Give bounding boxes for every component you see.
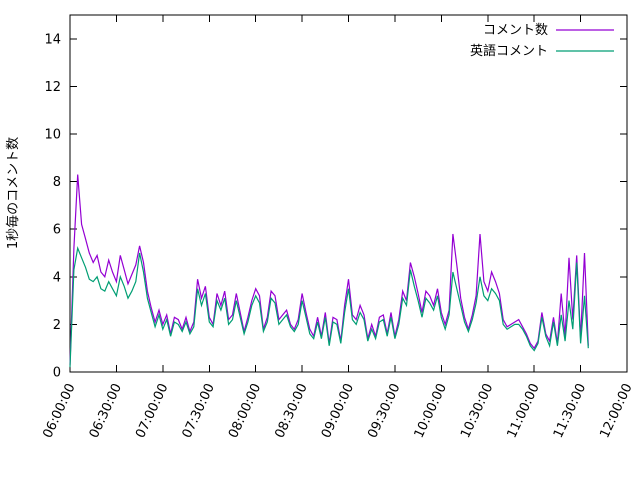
- x-tick-label: 08:00:00: [226, 381, 264, 440]
- x-tick-label: 08:30:00: [272, 381, 310, 440]
- series-line-0: [69, 174, 589, 365]
- plot-dynamic-layer: 0 2 4 6 8 10 12 14 06:00:00 06:30:00 07:00:00 07:30…: [40, 14, 636, 441]
- series-line-1: [69, 246, 589, 368]
- x-tick-label: 10:30:00: [458, 381, 496, 440]
- x-tick-label: 07:00:00: [133, 381, 171, 440]
- y-tick-label: 10: [44, 128, 61, 143]
- y-tick-label: 0: [53, 366, 61, 381]
- y-tick-label: 14: [44, 32, 61, 47]
- y-tick-label: 2: [53, 318, 61, 333]
- x-tick-label: 09:00:00: [319, 381, 357, 440]
- x-tick-label: 07:30:00: [180, 381, 218, 440]
- y-tick-label: 6: [53, 223, 61, 238]
- legend-label-english: 英語コメント: [470, 43, 548, 59]
- x-tick-label: 06:30:00: [87, 381, 125, 440]
- x-tick-label: 11:00:00: [505, 381, 543, 440]
- y-tick-label: 8: [53, 175, 61, 190]
- y-axis-title: 1秒毎のコメント数: [5, 137, 21, 249]
- x-tick-label: 12:00:00: [597, 381, 635, 440]
- x-tick-label: 06:00:00: [40, 381, 78, 440]
- y-tick-label: 4: [53, 270, 61, 285]
- legend: コメント数 英語コメント: [470, 23, 614, 59]
- legend-label-comments: コメント数: [483, 23, 548, 38]
- y-tick-label: 12: [44, 80, 61, 95]
- x-tick-label: 09:30:00: [365, 381, 403, 440]
- x-tick-label: 10:00:00: [412, 381, 450, 440]
- x-tick-label: 11:30:00: [551, 381, 589, 440]
